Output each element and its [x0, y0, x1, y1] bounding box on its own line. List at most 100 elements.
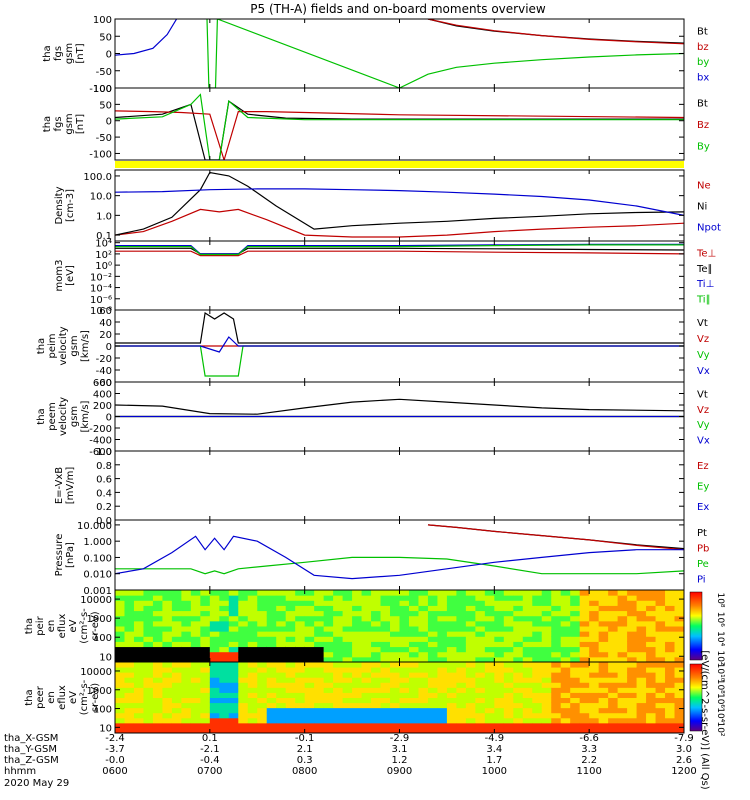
panel-frame [114, 519, 685, 591]
y-tick-label: 100.0 [83, 172, 112, 183]
series-line-Vt [115, 398, 684, 415]
y-tick-label: 400 [93, 390, 112, 401]
y-axis-label: [eV] [65, 265, 76, 286]
axis-row-value: -0.4 [200, 755, 220, 766]
y-tick-label: 0.0 [96, 516, 112, 527]
series-line-by [206, 19, 684, 88]
y-tick-label: 0.100 [83, 553, 112, 564]
y-axis-label: gsm [69, 335, 80, 356]
y-tick-label: 10 [99, 723, 112, 734]
axis-row-value: -3.7 [105, 744, 125, 755]
y-tick-label: 100 [93, 705, 112, 716]
legend-Vx: Vx [697, 435, 710, 446]
axis-row-value: -6.6 [579, 733, 599, 744]
legend-Ey: Ey [697, 482, 709, 493]
colorbar-tick-label: 10² [715, 721, 725, 736]
series-line-Te⊥ [115, 250, 684, 257]
legend-Bt: Bt [697, 27, 708, 38]
series-group-peem [115, 398, 684, 418]
y-tick-label: 1.0 [96, 447, 112, 458]
series-line-Pe [115, 556, 684, 575]
axis-row-label: tha_Z-GSM [4, 755, 59, 766]
series-group-temperature [115, 243, 684, 257]
axis-row-value: 0.1 [202, 733, 218, 744]
y-tick-label: 40 [99, 318, 112, 329]
axis-row-value: 2.6 [676, 755, 692, 766]
y-axis-label: tha [24, 618, 35, 634]
legend-Vt: Vt [697, 390, 708, 401]
legend-Pe: Pe [697, 559, 709, 570]
colorbar-tick-label: 10² [715, 650, 725, 665]
panel-frame [114, 169, 685, 242]
series-line-Ni [115, 171, 684, 236]
y-axis-label: gsm [64, 43, 75, 64]
legend-Pb: Pb [697, 543, 709, 554]
y-tick-label: -20 [96, 354, 112, 365]
axis-row-value: -2.1 [200, 744, 220, 755]
y-tick-label: 0.2 [96, 502, 112, 513]
spectrogram-peir [115, 590, 684, 662]
y-tick-label: 60 [99, 306, 112, 317]
y-axis-label: sr-eV) [90, 683, 101, 712]
axis-row-value: -0.1 [295, 733, 315, 744]
axis-row-value: 3.4 [486, 744, 502, 755]
axis-row-label: hhmm [4, 766, 36, 777]
y-tick-label: 1000 [87, 614, 112, 625]
axis-row-value: 0.3 [297, 755, 313, 766]
y-tick-label: 200 [93, 401, 112, 412]
panel-fgs: Bt bz by bx 100 50 0 -50 -100 tha fgs gsm [nT] [42, 15, 709, 95]
y-axis-label: tha [42, 116, 53, 132]
y-axis-label: eV [68, 619, 79, 632]
series-line-bx [115, 19, 178, 56]
y-axis-label: (cm²-s- [79, 679, 90, 715]
axis-row-value: 0700 [197, 766, 222, 777]
plot-title: P5 (TH-A) fields and on-board moments ov… [250, 2, 546, 16]
axis-row-value: 2.2 [581, 755, 597, 766]
y-tick-label: 0 [106, 117, 112, 128]
y-axis-label: mom3 [54, 260, 65, 292]
y-axis-label: peem [47, 402, 58, 430]
y-tick-label: -600 [89, 447, 112, 458]
legend-by: by [697, 57, 709, 68]
series-line-By [115, 93, 684, 160]
series-group-pressure [115, 524, 684, 580]
legend-Ne: Ne [697, 181, 711, 192]
axis-row-value: -4.9 [485, 733, 505, 744]
series-line-Npot [115, 188, 684, 216]
spectrogram-peer [115, 662, 684, 733]
y-axis-label: peer [35, 685, 46, 709]
series-line-Ne [115, 208, 684, 238]
y-axis-label: [nT] [75, 43, 86, 63]
y-tick-label: 0.010 [83, 570, 112, 581]
legend-bz: bz [697, 42, 709, 53]
axis-row-value: 0800 [292, 766, 317, 777]
legend-Vz: Vz [697, 334, 709, 345]
time-axis-labels: tha_X-GSM -2.4 0.1 -0.1 -2.9 -4.9 -6.6 -7.9 tha_… [4, 733, 697, 789]
legend-Pt: Pt [697, 528, 707, 539]
series-line-Bz [115, 110, 684, 160]
axis-row-value: 1200 [671, 766, 696, 777]
y-tick-label: 10.000 [77, 521, 112, 532]
axis-row-value: 1.7 [486, 755, 502, 766]
series-group-peim [115, 312, 684, 377]
legend-bx: bx [697, 72, 709, 83]
y-axis-label: (cm²-s- [79, 608, 90, 644]
colorbar-tick-label: 10⁶ [715, 693, 725, 708]
series-line-Vt [115, 312, 684, 344]
panel-frame [114, 18, 685, 89]
y-tick-label: -400 [89, 436, 112, 447]
y-axis-label: en [46, 691, 57, 704]
y-tick-label: 10⁻⁶ [90, 295, 112, 306]
y-tick-label: 0.6 [96, 475, 112, 486]
series-line-Te∥ [115, 247, 684, 255]
y-axis-label: tha [42, 45, 53, 61]
y-tick-label: 10.0 [90, 192, 112, 203]
legend-Vy: Vy [697, 350, 710, 361]
y-tick-label: 100 [93, 84, 112, 95]
y-axis-label: tha [36, 408, 47, 424]
series-line-Bt [427, 19, 684, 44]
y-tick-label: 20 [99, 330, 112, 341]
legend-Ti∥: Ti∥ [696, 294, 711, 305]
